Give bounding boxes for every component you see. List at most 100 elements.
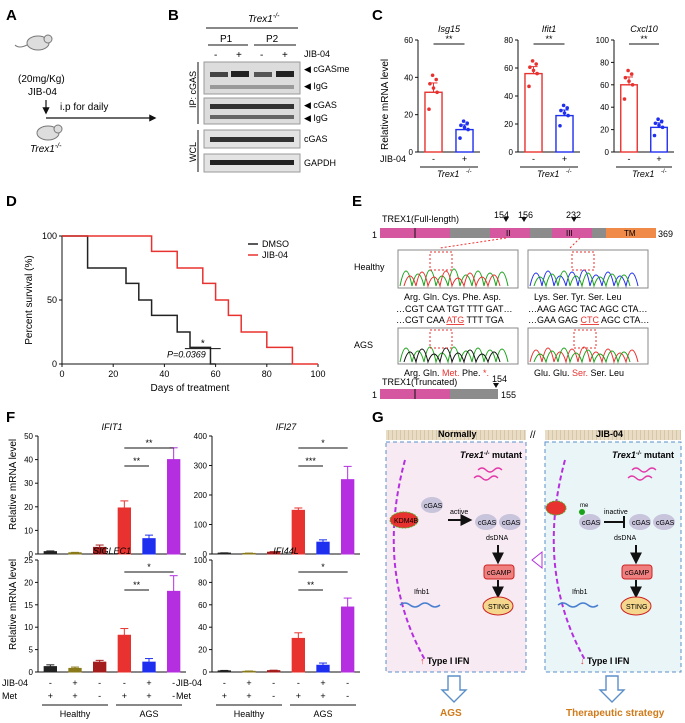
blot-ip xyxy=(203,61,301,125)
group-p2: P2 xyxy=(266,34,279,45)
F-IFI44L-bar-5 xyxy=(341,606,355,673)
F-SIGLEC1-bar-1 xyxy=(68,667,82,673)
F-SIGLEC1-sig-text-0: * xyxy=(147,562,151,572)
band-igg-1: ◀ IgG xyxy=(304,81,328,91)
C-Isg15-dot-0-1 xyxy=(430,73,435,78)
group-p1: P1 xyxy=(220,34,233,45)
F-IFI44L-title: IFI44L xyxy=(273,546,299,556)
C-Cxcl10-ytick-label-4: 80 xyxy=(600,58,609,67)
d-pvalue: P=0.0369 xyxy=(167,350,206,360)
panel-c-ylabel: Relative mRNA level xyxy=(380,59,391,150)
f-met-sign-1-4: + xyxy=(320,691,325,701)
left-title: Normally xyxy=(438,429,477,439)
f-jib-sign-1-4: + xyxy=(320,678,325,688)
blot-sign-1: - xyxy=(214,50,217,61)
cgas-nuclear-label: cGAS xyxy=(424,503,443,510)
pos-154: 154 xyxy=(494,210,509,220)
F-IFI44L-ytick-label-2: 40 xyxy=(198,623,207,632)
blot-wcl xyxy=(203,129,301,173)
C-Cxcl10-dot-1-0 xyxy=(652,133,657,138)
sting-right xyxy=(620,596,652,616)
ags-aa-1: Arg. Gln. Met. Phe. *. xyxy=(404,368,489,378)
F-IFIT1-sig-text-0: ** xyxy=(145,438,153,448)
f-jib-sign-0-2: - xyxy=(98,678,101,688)
C-Ifit1-ytick-label-4: 80 xyxy=(504,36,513,45)
F-IFIT1-ytick-label-2: 20 xyxy=(24,503,33,512)
ags-seq-2: …GAA GAG CTC AGC CTA… xyxy=(528,315,649,325)
F-IFI44L-bar-4 xyxy=(316,664,330,673)
f-met-sign-1-5: - xyxy=(346,691,349,701)
outcome-arrow-left xyxy=(440,675,468,703)
transition-arrow xyxy=(531,550,543,570)
panel-c-label: C xyxy=(372,7,383,24)
d-series-jib04 xyxy=(62,235,318,365)
healthy-seq-2: …AAG AGC TAC AGC CTA… xyxy=(528,304,648,314)
blot-sign-3: - xyxy=(260,50,263,61)
c-jib-label: JIB-04 xyxy=(380,154,406,164)
C-Ifit1-geno-label: Trex1 xyxy=(537,169,559,179)
blot-sign-2: + xyxy=(236,50,242,61)
C-Ifit1-dot-1-1 xyxy=(561,103,566,108)
truncated-bar xyxy=(380,389,498,399)
C-Ifit1-dot-1-5 xyxy=(566,113,570,118)
route-label: i.p for daily xyxy=(60,102,108,113)
C-Cxcl10-dot-0-1 xyxy=(626,68,630,73)
F-IFI44L-bar-0 xyxy=(217,670,232,673)
f-jib-label-1: JIB-04 xyxy=(176,678,202,688)
C-Isg15-cat-1: + xyxy=(462,154,467,164)
d-xtick-label-2: 40 xyxy=(159,369,169,379)
start-1: 1 xyxy=(372,230,377,240)
C-Cxcl10-title: Cxcl10 xyxy=(630,24,658,34)
F-IFI27-ytick-label-4: 400 xyxy=(194,432,208,441)
panel-f-label: F xyxy=(6,409,15,426)
dsdna-left: dsDNA xyxy=(486,535,509,542)
sting-right-label: STING xyxy=(626,604,647,611)
C-Isg15-dot-1-0 xyxy=(458,136,462,140)
right-title: JIB-04 xyxy=(596,429,623,439)
C-Ifit1-sig-text: ** xyxy=(545,34,553,44)
F-IFI27-bar-5 xyxy=(341,479,355,555)
F-IFI44L-ytick-label-1: 20 xyxy=(198,646,207,655)
F-IFI44L-sig-text-1: ** xyxy=(307,580,315,590)
C-Cxcl10-ytick-label-3: 60 xyxy=(600,81,609,90)
d-ylabel: Percent survival (%) xyxy=(24,255,35,344)
ifnb1-left: Ifnb1 xyxy=(414,589,430,596)
d-xtick-label-3: 60 xyxy=(211,369,221,379)
band-gapdh: GAPDH xyxy=(304,158,336,168)
dsdna-squiggle-left xyxy=(473,467,503,481)
C-Isg15-dot-1-2 xyxy=(465,121,470,126)
C-Isg15-bar-1 xyxy=(455,128,474,153)
domain-ii: II xyxy=(506,229,510,238)
cgamp-left-label: cGAMP xyxy=(487,570,511,577)
trunc-arrow xyxy=(493,383,499,388)
mouse-icon xyxy=(14,34,53,51)
f-met-sign-1-2: - xyxy=(272,691,275,701)
F-IFI44L-sig-text-0: * xyxy=(321,562,325,572)
C-Isg15-sig-text: ** xyxy=(445,34,453,44)
left-mutant-label: Trex1-/- mutant xyxy=(460,450,522,460)
C-Cxcl10-sig-text: ** xyxy=(640,34,648,44)
ags-seq-1: …CGT CAA ATG TTT TGA xyxy=(396,315,504,325)
ifnb1-gene-right xyxy=(557,602,599,608)
F-SIGLEC1-bar-0 xyxy=(43,666,58,673)
f-healthy-label-1: Healthy xyxy=(234,709,265,719)
f-met-sign-0-5: - xyxy=(172,691,175,701)
cgamp-left xyxy=(483,564,515,580)
F-IFI27-bar-4 xyxy=(316,541,330,555)
healthy-aa-1: Arg. Gln. Cys. Phe. Asp. xyxy=(404,292,501,302)
C-Isg15-ytick-label-1: 20 xyxy=(404,111,413,120)
ip-label: IP: cGAS xyxy=(188,71,198,108)
band-igg-2: ◀ IgG xyxy=(304,113,328,123)
ifnb1-gene-left xyxy=(399,602,441,608)
F-IFIT1-bar-4 xyxy=(142,538,156,555)
d-ytick-label-1: 50 xyxy=(47,295,57,305)
band-cgasme: ◀ cGASme xyxy=(304,64,349,74)
trunc-start: 1 xyxy=(372,390,377,400)
C-Isg15-dot-1-1 xyxy=(461,119,466,123)
C-Ifit1-dot-0-2 xyxy=(534,62,538,66)
C-Cxcl10-dot-1-2 xyxy=(659,119,664,124)
C-Isg15-title: Isg15 xyxy=(438,24,461,34)
C-Isg15-dot-0-4 xyxy=(431,86,436,90)
wcl-label: WCL xyxy=(188,142,198,162)
trunc-pos-154: 154 xyxy=(492,374,507,384)
